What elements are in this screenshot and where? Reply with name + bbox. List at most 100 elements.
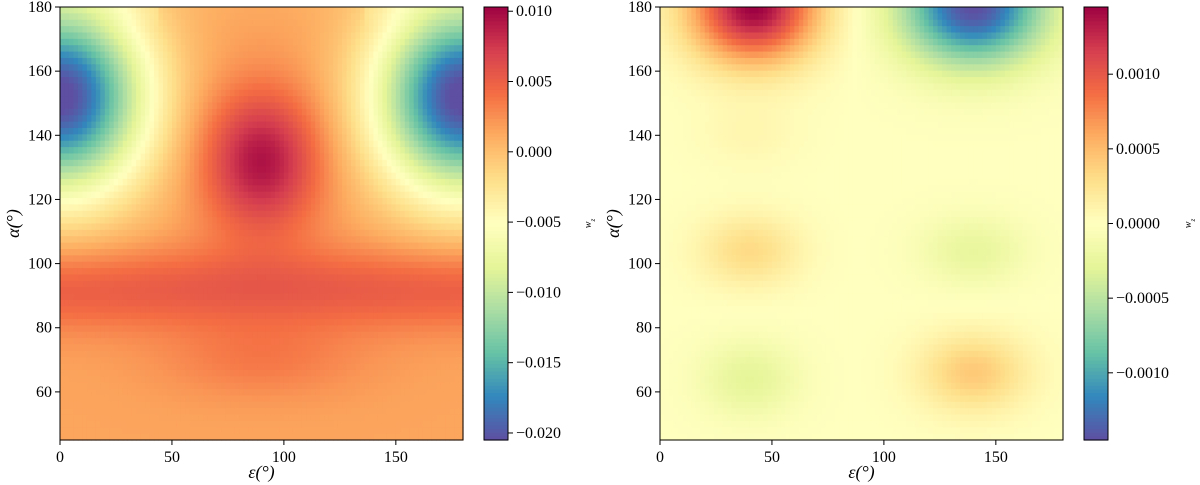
left-heatmap-cell (118, 121, 124, 129)
left-heatmap-cell (239, 344, 245, 352)
left-heatmap-cell (176, 331, 182, 339)
left-heatmap-cell (140, 51, 146, 59)
left-heatmap-cell (136, 229, 142, 237)
left-heatmap-cell (185, 325, 191, 333)
left-heatmap-cell (221, 299, 227, 307)
left-heatmap-cell (176, 376, 182, 384)
left-heatmap-cell (216, 204, 222, 212)
left-heatmap-cell (149, 147, 155, 155)
left-heatmap-cell (243, 83, 249, 91)
left-heatmap-cell (373, 255, 379, 263)
left-heatmap-cell (154, 210, 160, 218)
left-heatmap-cell (333, 408, 339, 416)
left-heatmap-cell (185, 274, 191, 282)
left-heatmap-cell (194, 248, 200, 256)
left-heatmap-cell (310, 32, 316, 40)
left-heatmap-cell (77, 427, 83, 435)
left-heatmap-cell (127, 338, 133, 346)
left-heatmap-cell (212, 433, 218, 441)
left-heatmap-cell (64, 369, 70, 377)
left-heatmap-cell (386, 140, 392, 148)
left-heatmap-cell (346, 312, 352, 320)
left-heatmap-cell (64, 325, 70, 333)
left-heatmap-cell (216, 166, 222, 174)
left-heatmap-cell (171, 293, 178, 301)
left-heatmap-cell (171, 51, 178, 59)
left-heatmap-cell (386, 26, 392, 34)
left-heatmap-cell (100, 389, 106, 397)
left-heatmap-cell (234, 153, 240, 161)
left-heatmap-cell (207, 38, 213, 46)
left-heatmap-cell (234, 45, 240, 53)
left-heatmap-cell (77, 414, 83, 422)
left-heatmap-cell (382, 70, 388, 78)
left-heatmap-cell (145, 369, 151, 377)
left-heatmap-cell (355, 357, 361, 365)
left-heatmap-cell (324, 185, 330, 193)
left-heatmap-cell (207, 357, 213, 365)
left-heatmap-cell (337, 433, 343, 441)
left-heatmap-cell (162, 172, 169, 180)
left-heatmap-cell (131, 331, 137, 339)
left-heatmap-cell (167, 389, 173, 397)
left-heatmap-cell (203, 408, 209, 416)
left-heatmap-cell (189, 325, 195, 333)
left-heatmap-cell (225, 433, 231, 441)
left-heatmap-cell (368, 172, 375, 180)
left-heatmap-cell (239, 7, 245, 14)
left-heatmap-cell (261, 172, 267, 180)
left-heatmap-cell (288, 401, 294, 409)
left-heatmap-cell (136, 280, 142, 288)
left-heatmap-cell (315, 134, 321, 142)
left-heatmap-cell (149, 319, 155, 326)
left-heatmap-cell (127, 57, 133, 65)
left-heatmap-cell (252, 83, 258, 91)
left-heatmap-cell (382, 338, 388, 346)
left-heatmap-cell (360, 217, 366, 225)
left-heatmap-cell (346, 159, 352, 167)
left-heatmap-cell (355, 420, 361, 428)
left-heatmap-cell (261, 268, 267, 276)
left-heatmap-cell (167, 433, 173, 441)
left-heatmap-cell (342, 389, 348, 397)
left-heatmap-cell (60, 159, 66, 167)
left-heatmap-cell (225, 178, 231, 186)
left-heatmap-cell (207, 32, 213, 40)
left-heatmap-cell (136, 26, 142, 34)
left-heatmap-cell (95, 70, 101, 78)
left-heatmap-grid (60, 7, 464, 441)
left-heatmap-cell (315, 198, 321, 205)
left-heatmap-cell (319, 172, 325, 180)
left-heatmap-cell (310, 7, 316, 14)
left-heatmap-cell (149, 178, 155, 186)
left-heatmap-cell (306, 389, 312, 397)
left-heatmap-cell (230, 191, 236, 199)
left-heatmap-cell (328, 420, 334, 428)
left-heatmap-cell (368, 382, 375, 390)
left-heatmap-cell (342, 312, 348, 320)
left-heatmap-cell (162, 427, 169, 435)
left-heatmap-cell (297, 77, 303, 85)
left-heatmap-cell (64, 153, 70, 161)
left-heatmap-cell (230, 45, 236, 53)
left-heatmap-cell (171, 166, 178, 174)
left-heatmap-cell (176, 389, 182, 397)
left-heatmap-cell (386, 77, 392, 85)
left-heatmap-cell (64, 229, 70, 237)
left-heatmap-cell (288, 223, 294, 231)
left-heatmap-cell (216, 26, 222, 34)
left-heatmap-cell (100, 7, 106, 14)
left-heatmap-cell (212, 376, 218, 384)
left-heatmap-cell (270, 287, 276, 295)
left-heatmap-cell (252, 185, 258, 193)
left-heatmap-cell (109, 45, 115, 53)
left-heatmap-cell (351, 369, 357, 377)
left-heatmap-cell (216, 408, 222, 416)
left-heatmap-cell (68, 319, 75, 326)
left-heatmap-cell (189, 83, 195, 91)
left-heatmap-cell (306, 319, 312, 326)
left-heatmap-cell (68, 344, 75, 352)
left-heatmap-cell (122, 382, 128, 390)
left-heatmap-cell (261, 19, 267, 27)
left-heatmap-cell (342, 210, 348, 218)
